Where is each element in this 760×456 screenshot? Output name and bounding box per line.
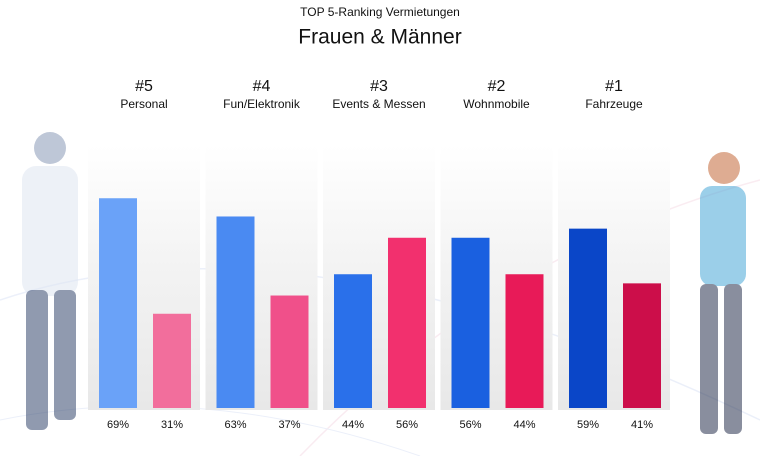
bar <box>270 295 309 408</box>
value-label: 37% <box>278 419 300 431</box>
person-left <box>22 132 78 430</box>
rank-label: #2 <box>488 78 506 95</box>
category-label: Events & Messen <box>332 97 425 111</box>
value-label: 44% <box>342 419 364 431</box>
value-label: 63% <box>224 419 246 431</box>
value-label: 41% <box>631 419 653 431</box>
rank-label: #1 <box>605 78 623 95</box>
bar <box>99 198 137 408</box>
bar <box>623 283 661 408</box>
value-label: 44% <box>513 419 535 431</box>
category-label: Wohnmobile <box>463 97 530 111</box>
bar <box>505 274 544 408</box>
value-label: 59% <box>577 419 599 431</box>
category-label: Personal <box>120 97 167 111</box>
value-label: 31% <box>161 419 183 431</box>
value-label: 56% <box>396 419 418 431</box>
rank-label: #5 <box>135 78 153 95</box>
rank-label: #4 <box>253 78 271 95</box>
chart-title: Frauen & Männer <box>298 26 461 49</box>
person-right <box>700 152 746 434</box>
plot: #5 Personal 69% 31% #4 Fun/Elektronik 63% 37% #3… <box>88 78 670 431</box>
category-label: Fun/Elektronik <box>223 97 301 111</box>
category-label: Fahrzeuge <box>585 97 643 111</box>
bar <box>388 237 426 408</box>
chart-subtitle: TOP 5-Ranking Vermietungen <box>300 5 460 19</box>
bar <box>569 228 607 408</box>
rank-label: #3 <box>370 78 388 95</box>
bar <box>153 313 191 408</box>
bar <box>451 237 490 408</box>
value-label: 69% <box>107 419 129 431</box>
bar <box>334 274 372 408</box>
bar <box>216 216 255 408</box>
value-label: 56% <box>459 419 481 431</box>
